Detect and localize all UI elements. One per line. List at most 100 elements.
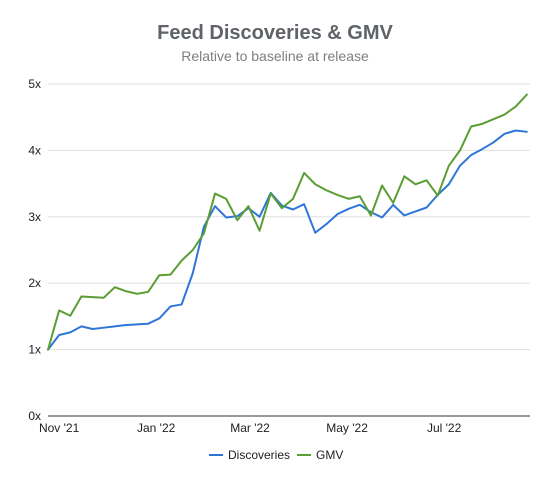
y-tick-label: 3x — [28, 210, 41, 224]
discoveries-data-point — [136, 323, 138, 325]
gmv-data-point — [448, 164, 450, 166]
discoveries-data-point — [414, 210, 416, 212]
gmv-data-point — [147, 291, 149, 293]
gmv-data-point — [514, 105, 516, 107]
discoveries-data-point — [448, 183, 450, 185]
discoveries-data-point — [481, 148, 483, 150]
gmv-data-point — [425, 179, 427, 181]
discoveries-data-point — [147, 323, 149, 325]
gmv-series-line — [47, 93, 528, 351]
legend-item-discoveries: Discoveries — [209, 448, 290, 462]
discoveries-data-point — [114, 325, 116, 327]
discoveries-data-point — [314, 232, 316, 234]
chart-subtitle: Relative to baseline at release — [181, 48, 369, 64]
discoveries-data-point — [359, 204, 361, 206]
discoveries-legend-label: Discoveries — [228, 448, 290, 462]
gmv-data-point — [381, 184, 383, 186]
gmv-data-point — [169, 273, 171, 275]
x-tick-label: Nov '21 — [39, 421, 80, 435]
gmv-data-point — [392, 202, 394, 204]
discoveries-data-point — [514, 129, 516, 131]
gmv-data-point — [336, 194, 338, 196]
gmv-data-point — [114, 286, 116, 288]
gmv-data-point — [359, 195, 361, 197]
gmv-data-point — [203, 232, 205, 234]
gmv-data-point — [325, 189, 327, 191]
gmv-data-point — [136, 293, 138, 295]
discoveries-data-point — [403, 214, 405, 216]
discoveries-data-point — [459, 164, 461, 166]
gmv-data-point — [370, 214, 372, 216]
gmv-data-point — [158, 274, 160, 276]
gmv-data-point — [437, 194, 439, 196]
gmv-data-point — [102, 297, 104, 299]
gmv-data-point — [526, 93, 528, 95]
y-axis: 0x 1x 2x 3x 4x 5x — [28, 77, 41, 423]
gmv-data-point — [91, 296, 93, 298]
discoveries-data-point — [214, 205, 216, 207]
discoveries-data-point — [470, 154, 472, 156]
grid-layer — [48, 83, 530, 417]
chart-title: Feed Discoveries & GMV — [157, 22, 393, 44]
discoveries-data-point — [258, 216, 260, 218]
gmv-data-point — [481, 123, 483, 125]
discoveries-data-point — [102, 326, 104, 328]
discoveries-data-point — [69, 331, 71, 333]
x-axis: Nov '21 Jan '22 Mar '22 May '22 Jul '22 — [39, 421, 462, 435]
gmv-data-point — [69, 315, 71, 317]
gmv-data-point — [180, 259, 182, 261]
gmv-data-point — [258, 230, 260, 232]
discoveries-data-point — [58, 334, 60, 336]
gmv-data-point — [503, 113, 505, 115]
gmv-data-point — [47, 348, 49, 350]
y-tick-label: 1x — [28, 343, 41, 357]
gmv-data-point — [459, 149, 461, 151]
discoveries-series-line — [47, 129, 528, 351]
discoveries-data-point — [292, 208, 294, 210]
discoveries-data-point — [425, 206, 427, 208]
gmv-data-point — [303, 172, 305, 174]
discoveries-data-point — [169, 305, 171, 307]
discoveries-data-point — [526, 131, 528, 133]
gmv-data-point — [214, 192, 216, 194]
discoveries-data-point — [225, 216, 227, 218]
y-tick-label: 4x — [28, 143, 41, 157]
discoveries-data-point — [381, 216, 383, 218]
y-tick-label: 5x — [28, 77, 41, 91]
x-tick-label: Jul '22 — [427, 421, 462, 435]
gmv-data-point — [414, 183, 416, 185]
gmv-points — [47, 93, 528, 350]
gmv-data-point — [492, 118, 494, 120]
legend: Discoveries GMV — [209, 448, 343, 462]
gmv-data-point — [281, 207, 283, 209]
discoveries-data-point — [336, 213, 338, 215]
gmv-legend-label: GMV — [316, 448, 343, 462]
discoveries-data-point — [325, 223, 327, 225]
gmv-data-point — [270, 192, 272, 194]
discoveries-data-point — [192, 272, 194, 274]
series-layer — [47, 93, 528, 351]
gmv-data-point — [314, 183, 316, 185]
x-tick-label: Jan '22 — [137, 421, 176, 435]
x-tick-label: May '22 — [326, 421, 368, 435]
gmv-data-point — [192, 249, 194, 251]
discoveries-data-point — [303, 203, 305, 205]
legend-item-gmv: GMV — [297, 448, 343, 462]
gmv-data-point — [292, 198, 294, 200]
discoveries-data-point — [503, 133, 505, 135]
discoveries-data-point — [91, 328, 93, 330]
gmv-data-point — [58, 309, 60, 311]
discoveries-data-point — [80, 325, 82, 327]
y-tick-label: 2x — [28, 276, 41, 290]
gmv-data-point — [236, 219, 238, 221]
discoveries-data-point — [492, 141, 494, 143]
discoveries-points — [47, 129, 528, 351]
gmv-data-point — [347, 198, 349, 200]
y-tick-label: 0x — [28, 409, 41, 423]
gmv-data-point — [80, 295, 82, 297]
gmv-data-point — [225, 198, 227, 200]
discoveries-data-point — [347, 208, 349, 210]
x-tick-label: Mar '22 — [230, 421, 270, 435]
